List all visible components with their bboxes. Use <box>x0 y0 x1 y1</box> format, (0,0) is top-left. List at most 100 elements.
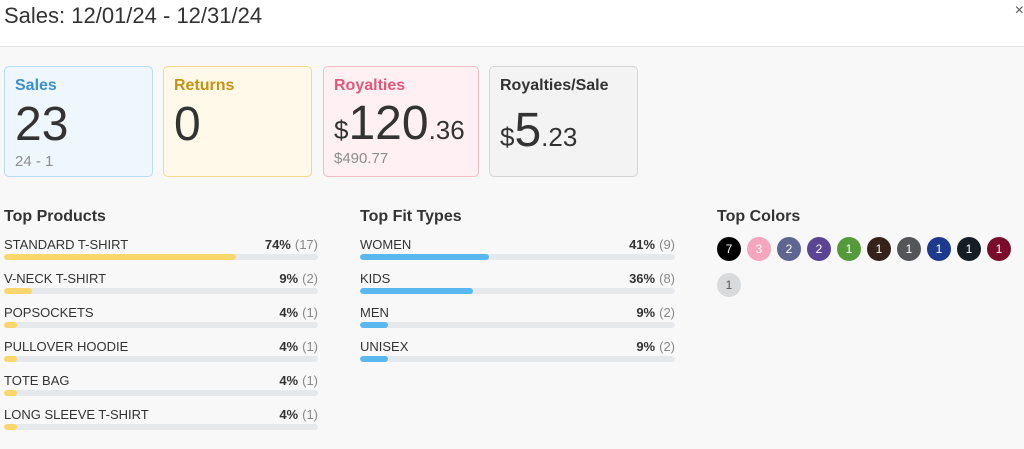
progress-fill <box>4 254 237 260</box>
color-swatch[interactable]: 1 <box>867 237 891 261</box>
item-name: POPSOCKETS <box>4 305 94 320</box>
item-percent: 4% <box>279 373 299 388</box>
progress-fill <box>4 424 17 430</box>
royalties-per-sale-currency: $ <box>500 122 515 152</box>
top-products-section: Top Products STANDARD T-SHIRT 74% (17) V-NE… <box>4 208 318 441</box>
top-colors-title: Top Colors <box>717 208 801 225</box>
color-swatch[interactable]: 7 <box>717 237 741 261</box>
close-icon[interactable]: × <box>1014 2 1024 19</box>
progress-track <box>4 322 318 328</box>
royalties-per-sale-decimal: .23 <box>541 122 578 152</box>
item-percent: 9% <box>636 305 656 320</box>
item-stat: 74% (17) <box>265 237 318 252</box>
list-item: LONG SLEEVE T-SHIRT 4% (1) <box>4 407 318 441</box>
returns-value: 0 <box>174 98 201 151</box>
returns-card: Returns 0 <box>163 66 312 177</box>
item-count: (1) <box>302 373 318 388</box>
page-title: Sales: 12/01/24 - 12/31/24 <box>4 3 263 28</box>
item-name: STANDARD T-SHIRT <box>4 237 129 252</box>
progress-fill <box>360 356 389 362</box>
progress-track <box>4 356 318 362</box>
color-swatch[interactable]: 1 <box>927 237 951 261</box>
item-count: (1) <box>302 305 318 320</box>
progress-track <box>4 254 318 260</box>
list-item: PULLOVER HOODIE 4% (1) <box>4 339 318 373</box>
item-name: V-NECK T-SHIRT <box>4 271 107 286</box>
top-fit-types-section: Top Fit Types WOMEN 41% (9) KIDS 36% (8) MEN 9%… <box>360 208 675 373</box>
color-swatch[interactable]: 1 <box>987 237 1011 261</box>
list-item: KIDS 36% (8) <box>360 271 675 305</box>
item-count: (2) <box>302 271 318 286</box>
progress-fill <box>4 390 17 396</box>
royalties-integer: 120 <box>348 97 429 150</box>
royalties-sub: $490.77 <box>334 150 389 167</box>
royalties-card: Royalties $120.36 $490.77 <box>323 66 479 177</box>
royalties-per-sale-label: Royalties/Sale <box>500 77 609 94</box>
list-item: MEN 9% (2) <box>360 305 675 339</box>
progress-fill <box>4 322 17 328</box>
list-item: STANDARD T-SHIRT 74% (17) <box>4 237 318 271</box>
color-swatch[interactable]: 2 <box>807 237 831 261</box>
progress-track <box>360 356 675 362</box>
list-item: POPSOCKETS 4% (1) <box>4 305 318 339</box>
royalties-per-sale-card: Royalties/Sale $5.23 <box>489 66 638 177</box>
royalties-label: Royalties <box>334 77 406 94</box>
progress-fill <box>360 322 389 328</box>
item-count: (2) <box>659 305 675 320</box>
progress-track <box>4 424 318 430</box>
list-item: V-NECK T-SHIRT 9% (2) <box>4 271 318 305</box>
item-percent: 36% <box>629 271 656 286</box>
color-swatch[interactable]: 1 <box>837 237 861 261</box>
top-fit-types-list: WOMEN 41% (9) KIDS 36% (8) MEN 9% (2) UNISEX 9% (2) <box>360 237 675 373</box>
item-percent: 4% <box>279 339 299 354</box>
royalties-currency: $ <box>334 115 349 145</box>
progress-fill <box>4 356 17 362</box>
color-swatch[interactable]: 1 <box>897 237 921 261</box>
item-percent: 4% <box>279 305 299 320</box>
item-stat: 4% (1) <box>279 305 318 320</box>
item-stat: 9% (2) <box>279 271 318 286</box>
item-percent: 4% <box>279 407 299 422</box>
sales-card: Sales 23 24 - 1 <box>4 66 153 177</box>
item-percent: 9% <box>636 339 656 354</box>
item-stat: 41% (9) <box>629 237 675 252</box>
item-name: WOMEN <box>360 237 412 252</box>
royalties-per-sale-integer: 5 <box>514 104 542 157</box>
item-name: PULLOVER HOODIE <box>4 339 129 354</box>
item-name: TOTE BAG <box>4 373 70 388</box>
color-swatch[interactable]: 2 <box>777 237 801 261</box>
top-products-list: STANDARD T-SHIRT 74% (17) V-NECK T-SHIRT 9%(… <box>4 237 318 441</box>
item-name: KIDS <box>360 271 391 286</box>
list-item: TOTE BAG 4% (1) <box>4 373 318 407</box>
progress-fill <box>360 254 490 260</box>
item-count: (17) <box>294 237 318 252</box>
royalties-value: $120.36 <box>334 100 468 148</box>
item-count: (9) <box>659 237 675 252</box>
item-stat: 4% (1) <box>279 339 318 354</box>
royalties-decimal: .36 <box>428 115 465 145</box>
dialog-header: Sales: 12/01/24 - 12/31/24 × <box>0 0 1024 47</box>
item-count: (2) <box>659 339 675 354</box>
progress-track <box>360 254 675 260</box>
top-products-title: Top Products <box>4 208 106 225</box>
item-name: UNISEX <box>360 339 409 354</box>
top-fit-types-title: Top Fit Types <box>360 208 462 225</box>
color-swatch[interactable]: 1 <box>717 273 741 297</box>
royalties-per-sale-value: $5.23 <box>500 107 627 155</box>
list-item: WOMEN 41% (9) <box>360 237 675 271</box>
list-item: UNISEX 9% (2) <box>360 339 675 373</box>
item-stat: 9% (2) <box>636 305 675 320</box>
color-swatch[interactable]: 3 <box>747 237 771 261</box>
color-swatch[interactable]: 1 <box>957 237 981 261</box>
item-name: LONG SLEEVE T-SHIRT <box>4 407 149 422</box>
progress-track <box>360 288 675 294</box>
progress-fill <box>360 288 474 294</box>
sales-value: 23 <box>15 98 69 151</box>
progress-track <box>360 322 675 328</box>
item-count: (8) <box>659 271 675 286</box>
item-count: (1) <box>302 339 318 354</box>
item-stat: 4% (1) <box>279 373 318 388</box>
item-count: (1) <box>302 407 318 422</box>
